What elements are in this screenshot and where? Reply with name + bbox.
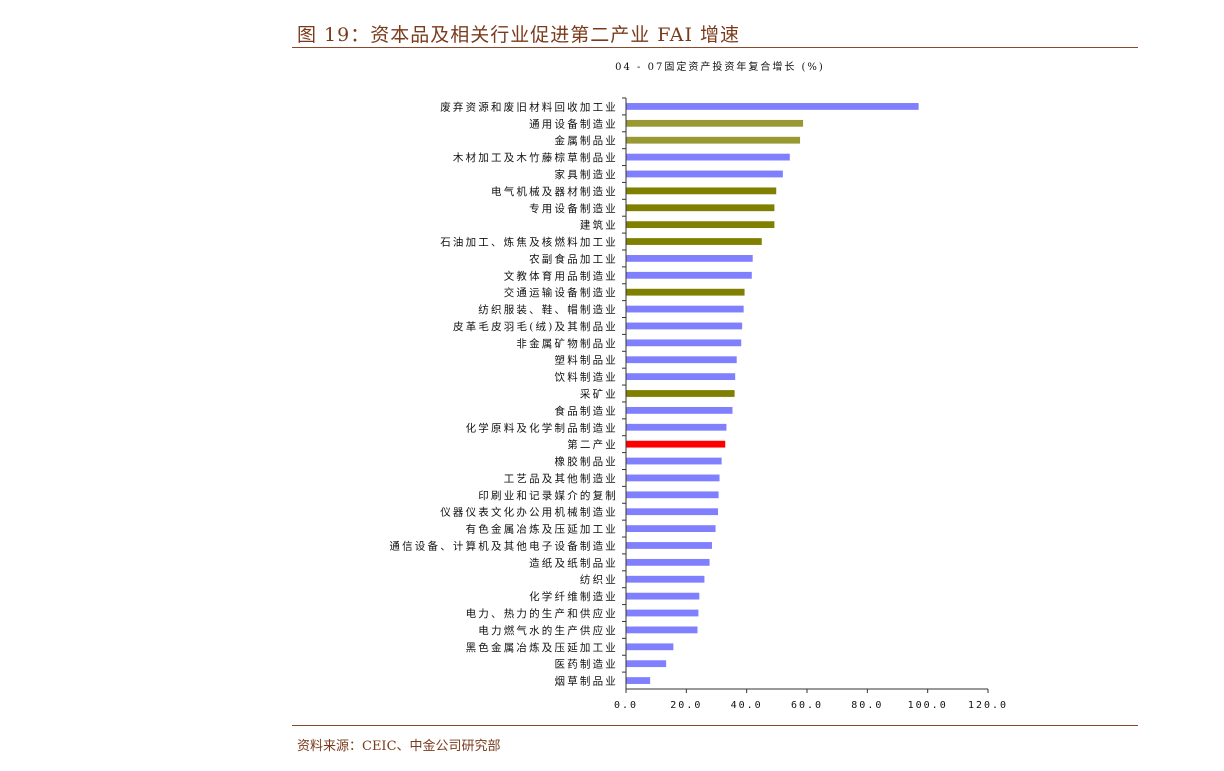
bar <box>626 255 753 262</box>
category-label: 通用设备制造业 <box>529 117 618 130</box>
category-label: 电力、热力的生产和供应业 <box>466 607 618 620</box>
category-label: 废弃资源和废旧材料回收加工业 <box>440 100 618 113</box>
category-label: 皮革毛皮羽毛(绒)及其制品业 <box>453 320 618 333</box>
bar <box>626 187 777 195</box>
source-note: 资料来源：CEIC、中金公司研究部 <box>297 739 501 754</box>
bar <box>626 643 674 651</box>
category-label: 通信设备、计算机及其他电子设备制造业 <box>389 539 618 552</box>
bar <box>626 103 919 110</box>
source-rule <box>292 725 1138 726</box>
category-label: 金属制品业 <box>555 134 619 147</box>
title-rule <box>292 47 1138 48</box>
category-label: 文教体育用品制造业 <box>504 269 618 282</box>
category-label: 工艺品及其他制造业 <box>504 472 618 485</box>
bar <box>626 508 719 516</box>
category-label: 有色金属冶炼及压延加工业 <box>466 523 618 536</box>
category-label: 第二产业 <box>567 438 618 451</box>
chart-title: 04 - 07固定资产投资年复合增长 (%) <box>615 62 825 73</box>
bar <box>626 525 716 532</box>
x-tick-label: 100.0 <box>908 700 948 711</box>
bar <box>626 356 737 364</box>
x-tick-label: 80.0 <box>851 700 883 711</box>
bar <box>626 626 698 634</box>
bar <box>626 322 743 330</box>
x-tick-label: 120.0 <box>968 700 1008 711</box>
x-tick-label: 20.0 <box>670 700 702 711</box>
bar <box>626 457 722 465</box>
category-label: 家具制造业 <box>555 168 619 181</box>
bar <box>626 592 700 600</box>
category-label: 塑料制品业 <box>555 354 619 367</box>
bar <box>626 440 726 448</box>
bar <box>626 221 775 229</box>
x-tick-label: 40.0 <box>731 700 763 711</box>
bar <box>626 660 667 668</box>
category-label: 化学原料及化学制品制造业 <box>466 421 618 434</box>
bar <box>626 542 712 549</box>
bar <box>626 423 727 431</box>
category-label: 建筑业 <box>580 219 618 232</box>
bar <box>626 238 762 245</box>
bar <box>626 170 783 178</box>
x-tick-label: 0.0 <box>614 700 638 711</box>
bar <box>626 373 736 381</box>
category-label: 食品制造业 <box>555 404 619 417</box>
category-label: 纺织服装、鞋、帽制造业 <box>478 303 618 316</box>
category-label: 医药制造业 <box>555 658 619 671</box>
category-label: 电力燃气水的生产供应业 <box>478 624 618 637</box>
bar <box>626 677 651 684</box>
bar <box>626 305 744 313</box>
category-label: 纺织业 <box>580 573 618 586</box>
bar <box>626 119 804 127</box>
category-label: 采矿业 <box>580 388 618 401</box>
bar <box>626 406 733 414</box>
bar <box>626 609 699 617</box>
category-label: 木材加工及木竹藤棕草制品业 <box>453 151 618 164</box>
category-label: 烟草制品业 <box>555 675 619 688</box>
bar <box>626 204 775 212</box>
bar <box>626 558 710 566</box>
category-label: 石油加工、炼焦及核燃料加工业 <box>440 236 618 249</box>
category-label: 农副食品加工业 <box>529 252 618 265</box>
bar <box>626 288 745 296</box>
category-label: 非金属矿物制品业 <box>516 337 618 350</box>
category-label: 仪器仪表文化办公用机械制造业 <box>440 506 618 519</box>
bar <box>626 271 752 279</box>
bar <box>626 491 719 499</box>
bar <box>626 474 720 482</box>
bar <box>626 575 705 583</box>
category-label: 造纸及纸制品业 <box>529 556 618 569</box>
category-label: 黑色金属冶炼及压延加工业 <box>466 641 618 654</box>
category-label: 橡胶制品业 <box>555 455 619 468</box>
bar <box>626 153 790 161</box>
category-label: 饮料制造业 <box>555 371 619 384</box>
category-label: 电气机械及器材制造业 <box>491 185 618 198</box>
category-label: 专用设备制造业 <box>529 202 618 215</box>
figure-title: 图 19：资本品及相关行业促进第二产业 FAI 增速 <box>297 24 741 46</box>
category-label: 印刷业和记录媒介的复制 <box>478 489 618 502</box>
bar <box>626 390 735 397</box>
category-label: 化学纤维制造业 <box>529 590 618 603</box>
category-label: 交通运输设备制造业 <box>504 286 618 299</box>
x-tick-label: 60.0 <box>791 700 823 711</box>
bar <box>626 136 801 144</box>
bar <box>626 339 742 347</box>
